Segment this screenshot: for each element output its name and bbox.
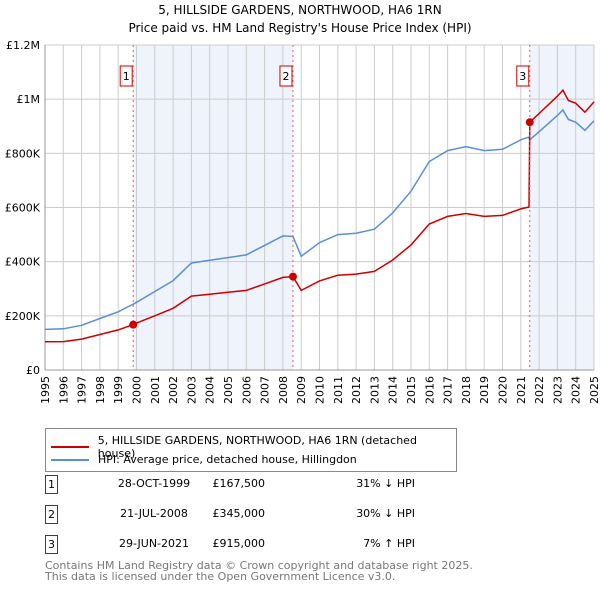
x-tick-label: 2019 — [478, 376, 491, 404]
sale-label: 1 — [123, 70, 130, 83]
y-tick-label: £200K — [5, 310, 41, 323]
y-tick-label: £1M — [17, 93, 41, 106]
chart-subtitle: Price paid vs. HM Land Registry's House … — [128, 21, 471, 35]
x-tick-label: 2024 — [570, 376, 583, 404]
hpi-line — [44, 108, 595, 331]
x-tick-label: 2007 — [259, 376, 272, 404]
sale-number: 1 — [45, 475, 58, 494]
sale-point — [288, 272, 297, 281]
y-tick-label: £400K — [5, 256, 41, 269]
sale-row: 3 29-JUN-2021 £915,000 7% ↑ HPI — [45, 535, 445, 554]
sale-date: 28-OCT-1999 — [117, 477, 191, 490]
x-tick-label: 2003 — [185, 376, 198, 404]
x-tick-label: 2005 — [222, 376, 235, 404]
x-tick-label: 1997 — [76, 376, 89, 404]
sale-row: 2 21-JUL-2008 £345,000 30% ↓ HPI — [45, 505, 445, 524]
x-tick-label: 2002 — [167, 376, 180, 404]
x-tick-label: 2016 — [423, 376, 436, 404]
sale-date: 29-JUN-2021 — [118, 537, 190, 550]
x-tick-label: 2017 — [442, 376, 455, 404]
x-tick-label: 1995 — [39, 376, 52, 404]
x-tick-label: 2006 — [240, 376, 253, 404]
footer-line: Contains HM Land Registry data © Crown c… — [45, 559, 473, 572]
x-tick-label: 2012 — [350, 376, 363, 404]
y-tick-label: £600K — [5, 202, 41, 215]
sale-hpi: 30% ↓ HPI — [356, 507, 415, 520]
sale-hpi: 31% ↓ HPI — [356, 477, 415, 490]
x-tick-label: 2025 — [588, 376, 600, 404]
x-tick-label: 2023 — [551, 376, 564, 404]
sale-label: 3 — [519, 70, 526, 83]
sale-label-box — [119, 65, 133, 87]
x-tick-label: 2021 — [515, 376, 528, 404]
property-price-line — [44, 88, 595, 343]
price-chart: 5, HILLSIDE GARDENS, NORTHWOOD, HA6 1RN … — [5, 3, 600, 404]
x-tick-label: 1999 — [112, 376, 125, 404]
chart-title: 5, HILLSIDE GARDENS, NORTHWOOD, HA6 1RN — [158, 3, 441, 17]
x-tick-label: 1998 — [94, 376, 107, 404]
sale-number: 2 — [45, 505, 58, 524]
x-tick-label: 1996 — [57, 376, 70, 404]
x-tick-label: 2014 — [387, 376, 400, 404]
y-tick-label: £800K — [5, 147, 41, 160]
x-tick-label: 2000 — [131, 376, 144, 404]
x-tick-label: 2022 — [533, 376, 546, 404]
footer-line: This data is licensed under the Open Gov… — [45, 570, 396, 583]
y-tick-label: £1.2M — [6, 39, 40, 52]
sale-price: £915,000 — [212, 537, 266, 550]
x-tick-label: 2009 — [295, 376, 308, 404]
sale-label-box — [516, 65, 530, 87]
legend-label-property: 5, HILLSIDE GARDENS, NORTHWOOD, HA6 1RN … — [97, 434, 417, 460]
footer: Contains HM Land Registry data © Crown c… — [45, 560, 473, 582]
legend-swatch-property — [51, 446, 89, 448]
x-tick-label: 2020 — [497, 376, 510, 404]
x-tick-label: 2008 — [277, 376, 290, 404]
sale-point — [525, 118, 534, 127]
x-tick-label: 2011 — [332, 376, 345, 404]
sale-label-box — [279, 65, 293, 87]
sale-point — [129, 320, 138, 329]
sale-price: £345,000 — [212, 507, 266, 520]
legend-label-hpi: HPI: Average price, detached house, Hill… — [98, 453, 357, 466]
sale-hpi: 7% ↑ HPI — [363, 537, 415, 550]
x-tick-label: 2001 — [149, 376, 162, 404]
sale-date: 21-JUL-2008 — [120, 507, 188, 520]
x-tick-label: 2004 — [204, 376, 217, 404]
x-tick-label: 2015 — [405, 376, 418, 404]
legend-swatch-hpi — [51, 458, 89, 461]
y-tick-label: £0 — [26, 364, 40, 377]
sale-row: 1 28-OCT-1999 £167,500 31% ↓ HPI — [45, 475, 445, 494]
x-tick-label: 2018 — [460, 376, 473, 404]
sale-label: 2 — [282, 70, 289, 83]
x-tick-label: 2010 — [314, 376, 327, 404]
x-tick-label: 2013 — [368, 376, 381, 404]
sale-number: 3 — [45, 535, 58, 554]
sale-price: £167,500 — [212, 477, 266, 490]
legend: 5, HILLSIDE GARDENS, NORTHWOOD, HA6 1RN … — [45, 428, 457, 472]
